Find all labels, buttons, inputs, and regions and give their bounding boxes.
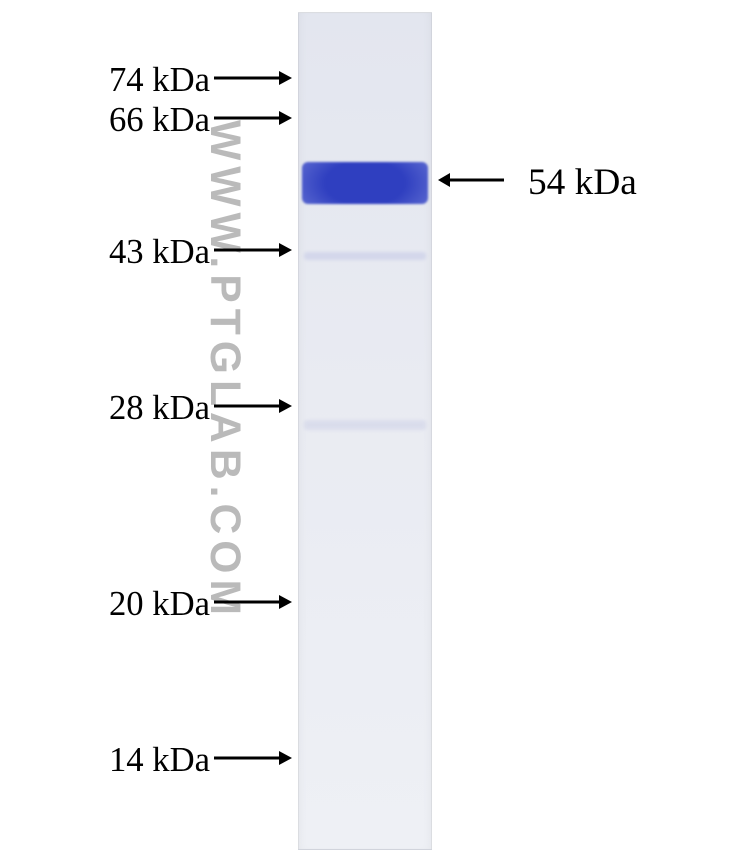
arrow-shaft — [214, 117, 279, 120]
arrow-head-icon — [438, 173, 450, 187]
arrow-head-icon — [279, 71, 292, 85]
arrow-head-icon — [279, 751, 292, 765]
arrow-head-icon — [279, 399, 292, 413]
arrow-shaft — [214, 249, 279, 252]
faint-band — [304, 420, 426, 430]
marker-label: 74 kDa — [109, 61, 210, 100]
arrow-shaft — [214, 757, 279, 760]
marker-label: 14 kDa — [109, 741, 210, 780]
arrow-head-icon — [279, 111, 292, 125]
marker-label: 66 kDa — [109, 101, 210, 140]
gel-lane — [298, 12, 432, 850]
arrow-shaft — [214, 77, 279, 80]
faint-band — [304, 252, 426, 260]
arrow-shaft — [214, 405, 279, 408]
band-size-label: 54 kDa — [528, 161, 637, 204]
arrow-shaft — [214, 601, 279, 604]
arrow-head-icon — [279, 595, 292, 609]
marker-label: 28 kDa — [109, 389, 210, 428]
arrow-shaft — [450, 179, 504, 182]
marker-label: 20 kDa — [109, 585, 210, 624]
protein-band-54kda — [302, 162, 428, 204]
marker-label: 43 kDa — [109, 233, 210, 272]
arrow-head-icon — [279, 243, 292, 257]
gel-figure: WWW.PTGLAB.COM 74 kDa66 kDa43 kDa28 kDa2… — [0, 0, 740, 862]
